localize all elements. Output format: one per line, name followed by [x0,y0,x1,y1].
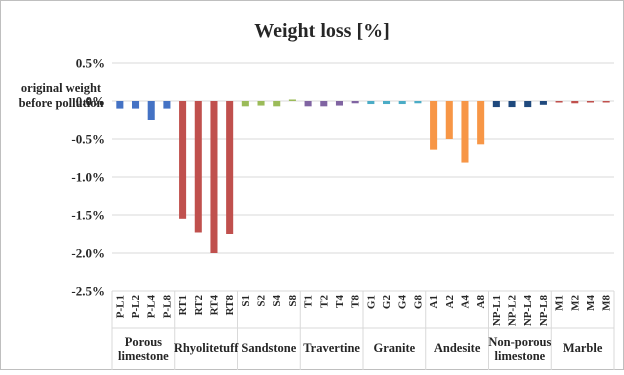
bar [335,101,343,106]
chart-title: Weight loss [%] [254,20,390,42]
y-tick-label: -0.5% [71,132,105,147]
x-tick-label: S8 [287,295,299,307]
y-tick-label: -1.5% [71,208,105,223]
baseline-annotation-line2: before pollution [19,96,104,110]
baseline-annotation-line1: original weight [21,81,102,95]
y-tick-label: 0.0% [76,94,105,109]
y-axis-ticks: 0.5% 0.0% -0.5% -1.0% -1.5% -2.0% -2.5% [71,56,105,299]
bar [351,101,359,104]
x-tick-label: RT4 [208,295,220,316]
bar [116,101,124,109]
x-tick-label: P-L4 [146,295,158,319]
x-tick-label: T2 [318,295,330,308]
group-label: Granite [374,341,416,355]
group-label: Non-porous [488,335,551,349]
group-label: Travertine [303,341,360,355]
x-tick-label: M1 [554,295,566,311]
x-tick-label: M2 [569,295,581,311]
x-tick-label: G2 [381,295,393,310]
bar [241,101,249,107]
bar [383,101,391,105]
x-tick-label: RT8 [224,295,236,316]
bar [571,101,579,104]
bar [539,101,547,105]
x-tick-label: P-L8 [161,295,173,319]
bar [320,101,328,107]
bar [179,101,187,219]
x-tick-label: G4 [397,295,409,310]
bar [492,101,500,108]
bar [210,101,218,253]
x-tick-label: T8 [350,295,362,308]
bar [555,101,563,103]
bar [586,101,594,103]
bar [461,101,469,163]
x-axis-ticks: P-L1 P-L2 P-L4 P-L8 RT1 RT2 RT4 RT8 S1 S2 S4 S8 T1 T2… [114,295,612,327]
group-label: limestone [495,349,546,363]
x-tick-label: G8 [412,295,424,310]
x-tick-label: A2 [444,295,456,309]
bar [477,101,485,145]
bar [288,99,296,101]
x-tick-label: NP-L4 [522,295,534,327]
x-tick-label: P-L1 [114,295,126,318]
bar [304,101,312,107]
group-label: Rhyolitetuff [174,341,239,355]
bar [602,101,610,103]
bar [445,101,453,139]
group-label: Sandstone [241,341,296,355]
bars [116,99,610,253]
x-tick-label: T4 [334,295,346,308]
x-tick-label: A1 [428,295,440,308]
group-label: Marble [563,341,603,355]
group-label: Porous [125,335,162,349]
bar [147,101,155,120]
x-tick-label: RT1 [177,295,189,315]
x-tick-label: G1 [365,295,377,309]
y-tick-label: -2.0% [71,246,105,261]
x-tick-label: NP-L1 [491,295,503,326]
bar [414,101,422,104]
bar [367,101,375,105]
bar [163,101,171,109]
bar [524,101,532,108]
bar [430,101,438,150]
x-tick-label: P-L2 [130,295,142,319]
x-tick-label: A8 [475,295,487,309]
x-tick-label: S1 [240,295,252,307]
bar [257,101,265,106]
bar [398,101,406,105]
bar [132,101,140,109]
x-tick-label: NP-L8 [538,295,550,327]
x-tick-label: M4 [585,295,597,311]
bar [508,101,516,108]
group-label: limestone [118,349,169,363]
bar [194,101,202,233]
bar [226,101,234,234]
x-tick-label: RT2 [193,295,205,316]
y-tick-label: -2.5% [71,284,105,299]
y-tick-label: -1.0% [71,170,105,185]
group-label: Andesite [434,341,481,355]
x-tick-label: S2 [256,295,268,307]
x-tick-label: NP-L2 [507,295,519,327]
x-tick-label: A4 [459,295,471,309]
x-tick-label: T1 [303,295,315,308]
x-tick-label: M8 [601,295,613,311]
bar [273,101,281,107]
y-tick-label: 0.5% [76,56,105,71]
x-tick-label: S4 [271,295,283,307]
